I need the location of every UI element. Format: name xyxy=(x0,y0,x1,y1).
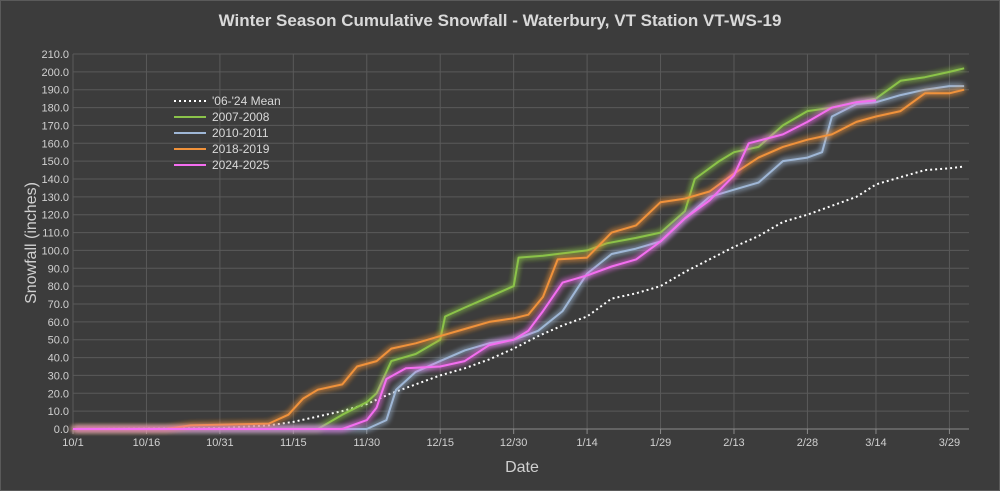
x-tick-label: 10/31 xyxy=(206,437,234,449)
y-tick-label: 100.0 xyxy=(41,245,69,257)
y-axis-title: Snowfall (inches) xyxy=(23,182,40,304)
x-tick-label: 10/1 xyxy=(62,437,83,449)
y-tick-label: 120.0 xyxy=(41,210,69,222)
legend-label: 2024-2025 xyxy=(212,158,270,172)
y-tick-label: 50.0 xyxy=(48,335,69,347)
y-tick-label: 10.0 xyxy=(48,406,69,418)
y-tick-label: 190.0 xyxy=(41,85,69,97)
y-axis-ticks: 0.0 10.0 20.0 30.0 40.0 50.0 60.0 70.0 80.0 90.0 1… xyxy=(41,49,69,436)
x-tick-label: 3/14 xyxy=(865,437,886,449)
legend-label: 2007-2008 xyxy=(212,110,270,124)
legend-label: '06-'24 Mean xyxy=(212,94,281,108)
y-tick-label: 130.0 xyxy=(41,192,69,204)
legend-label: 2010-2011 xyxy=(212,126,269,140)
x-axis-title: Date xyxy=(505,459,539,476)
x-tick-label: 12/30 xyxy=(500,437,528,449)
y-tick-label: 210.0 xyxy=(41,49,69,61)
y-tick-label: 110.0 xyxy=(42,228,69,240)
y-tick-label: 150.0 xyxy=(41,156,69,168)
legend: '06-'24 Mean 2007-2008 2010-2011 2018-2019 2… xyxy=(174,94,281,172)
grid xyxy=(72,53,969,430)
y-tick-label: 60.0 xyxy=(48,317,69,329)
x-tick-label: 12/15 xyxy=(426,437,454,449)
series-line xyxy=(73,88,965,430)
y-tick-label: 40.0 xyxy=(48,353,69,365)
y-tick-label: 80.0 xyxy=(48,281,69,293)
series-line-mean xyxy=(72,165,965,430)
series-lines xyxy=(72,67,965,430)
y-tick-label: 20.0 xyxy=(48,388,69,400)
y-tick-label: 90.0 xyxy=(48,263,69,275)
series-line xyxy=(73,99,877,430)
x-tick-label: 1/29 xyxy=(650,437,671,449)
y-tick-label: 140.0 xyxy=(41,174,69,186)
y-tick-label: 70.0 xyxy=(48,299,69,311)
y-tick-label: 0.0 xyxy=(54,424,69,436)
x-tick-label: 11/15 xyxy=(280,437,307,449)
y-tick-label: 30.0 xyxy=(48,370,69,382)
x-tick-label: 11/30 xyxy=(353,437,380,449)
x-tick-label: 1/14 xyxy=(576,437,597,449)
x-tick-label: 2/28 xyxy=(797,437,818,449)
chart-title: Winter Season Cumulative Snowfall - Wate… xyxy=(219,11,782,30)
y-tick-label: 170.0 xyxy=(41,120,69,132)
x-tick-label: 3/29 xyxy=(939,437,960,449)
legend-label: 2018-2019 xyxy=(212,142,270,156)
x-tick-label: 10/16 xyxy=(133,437,161,449)
y-tick-label: 160.0 xyxy=(41,138,69,150)
x-axis-ticks: 10/1 10/16 10/31 11/15 11/30 12/15 12/30 1/14 1/… xyxy=(62,428,969,449)
x-tick-label: 2/13 xyxy=(723,437,744,449)
y-tick-label: 200.0 xyxy=(41,67,69,79)
y-tick-label: 180.0 xyxy=(41,103,69,115)
